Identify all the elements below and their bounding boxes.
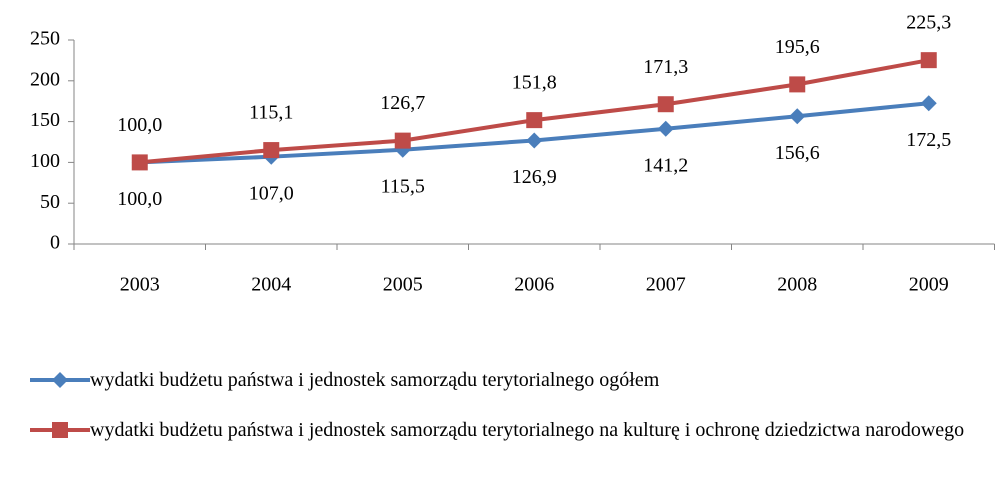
x-tick-label: 2003 (120, 274, 160, 296)
legend-marker (52, 372, 68, 388)
y-tick-label: 100 (30, 150, 60, 172)
marker (526, 112, 543, 129)
data-label: 195,6 (775, 36, 820, 58)
x-tick-label: 2006 (514, 274, 554, 296)
data-label: 141,2 (643, 154, 688, 176)
data-label: 107,0 (249, 182, 294, 204)
data-label: 172,5 (906, 129, 951, 151)
marker (920, 52, 937, 69)
marker (657, 120, 674, 137)
marker (657, 96, 674, 113)
marker (789, 76, 806, 93)
data-label: 100,0 (117, 114, 162, 136)
x-tick-label: 2008 (777, 274, 817, 296)
data-label: 115,5 (381, 175, 425, 197)
data-label: 171,3 (643, 56, 688, 78)
marker (789, 108, 806, 125)
x-tick-label: 2009 (909, 274, 949, 296)
y-tick-label: 150 (30, 109, 60, 131)
data-label: 126,7 (380, 92, 425, 114)
marker (263, 142, 280, 159)
legend-entry: wydatki budżetu państwa i jednostek samo… (30, 418, 990, 442)
marker (920, 95, 937, 112)
legend-marker (52, 422, 68, 438)
y-tick-label: 250 (30, 28, 60, 50)
x-tick-label: 2007 (646, 274, 686, 296)
legend-key (30, 422, 90, 438)
data-label: 115,1 (249, 102, 293, 124)
data-label: 156,6 (775, 142, 820, 164)
legend-entry: wydatki budżetu państwa i jednostek samo… (30, 368, 990, 392)
marker (131, 154, 148, 171)
x-tick-label: 2004 (251, 274, 291, 296)
legend-label: wydatki budżetu państwa i jednostek samo… (90, 419, 965, 441)
x-tick-label: 2005 (383, 274, 423, 296)
y-tick-label: 50 (40, 191, 60, 213)
data-label: 126,9 (512, 166, 557, 188)
data-label: 225,3 (906, 12, 951, 34)
marker (394, 132, 411, 149)
data-label: 151,8 (512, 72, 557, 94)
y-tick-label: 0 (50, 232, 60, 254)
y-tick-label: 200 (30, 68, 60, 90)
legend-label: wydatki budżetu państwa i jednostek samo… (90, 369, 660, 391)
chart: 0 50 100 150 200 250 2003 2004 2005 2006 2007 2008 2… (30, 12, 995, 296)
marker (526, 132, 543, 149)
legend-key (30, 372, 90, 388)
data-label: 100,0 (117, 188, 162, 210)
